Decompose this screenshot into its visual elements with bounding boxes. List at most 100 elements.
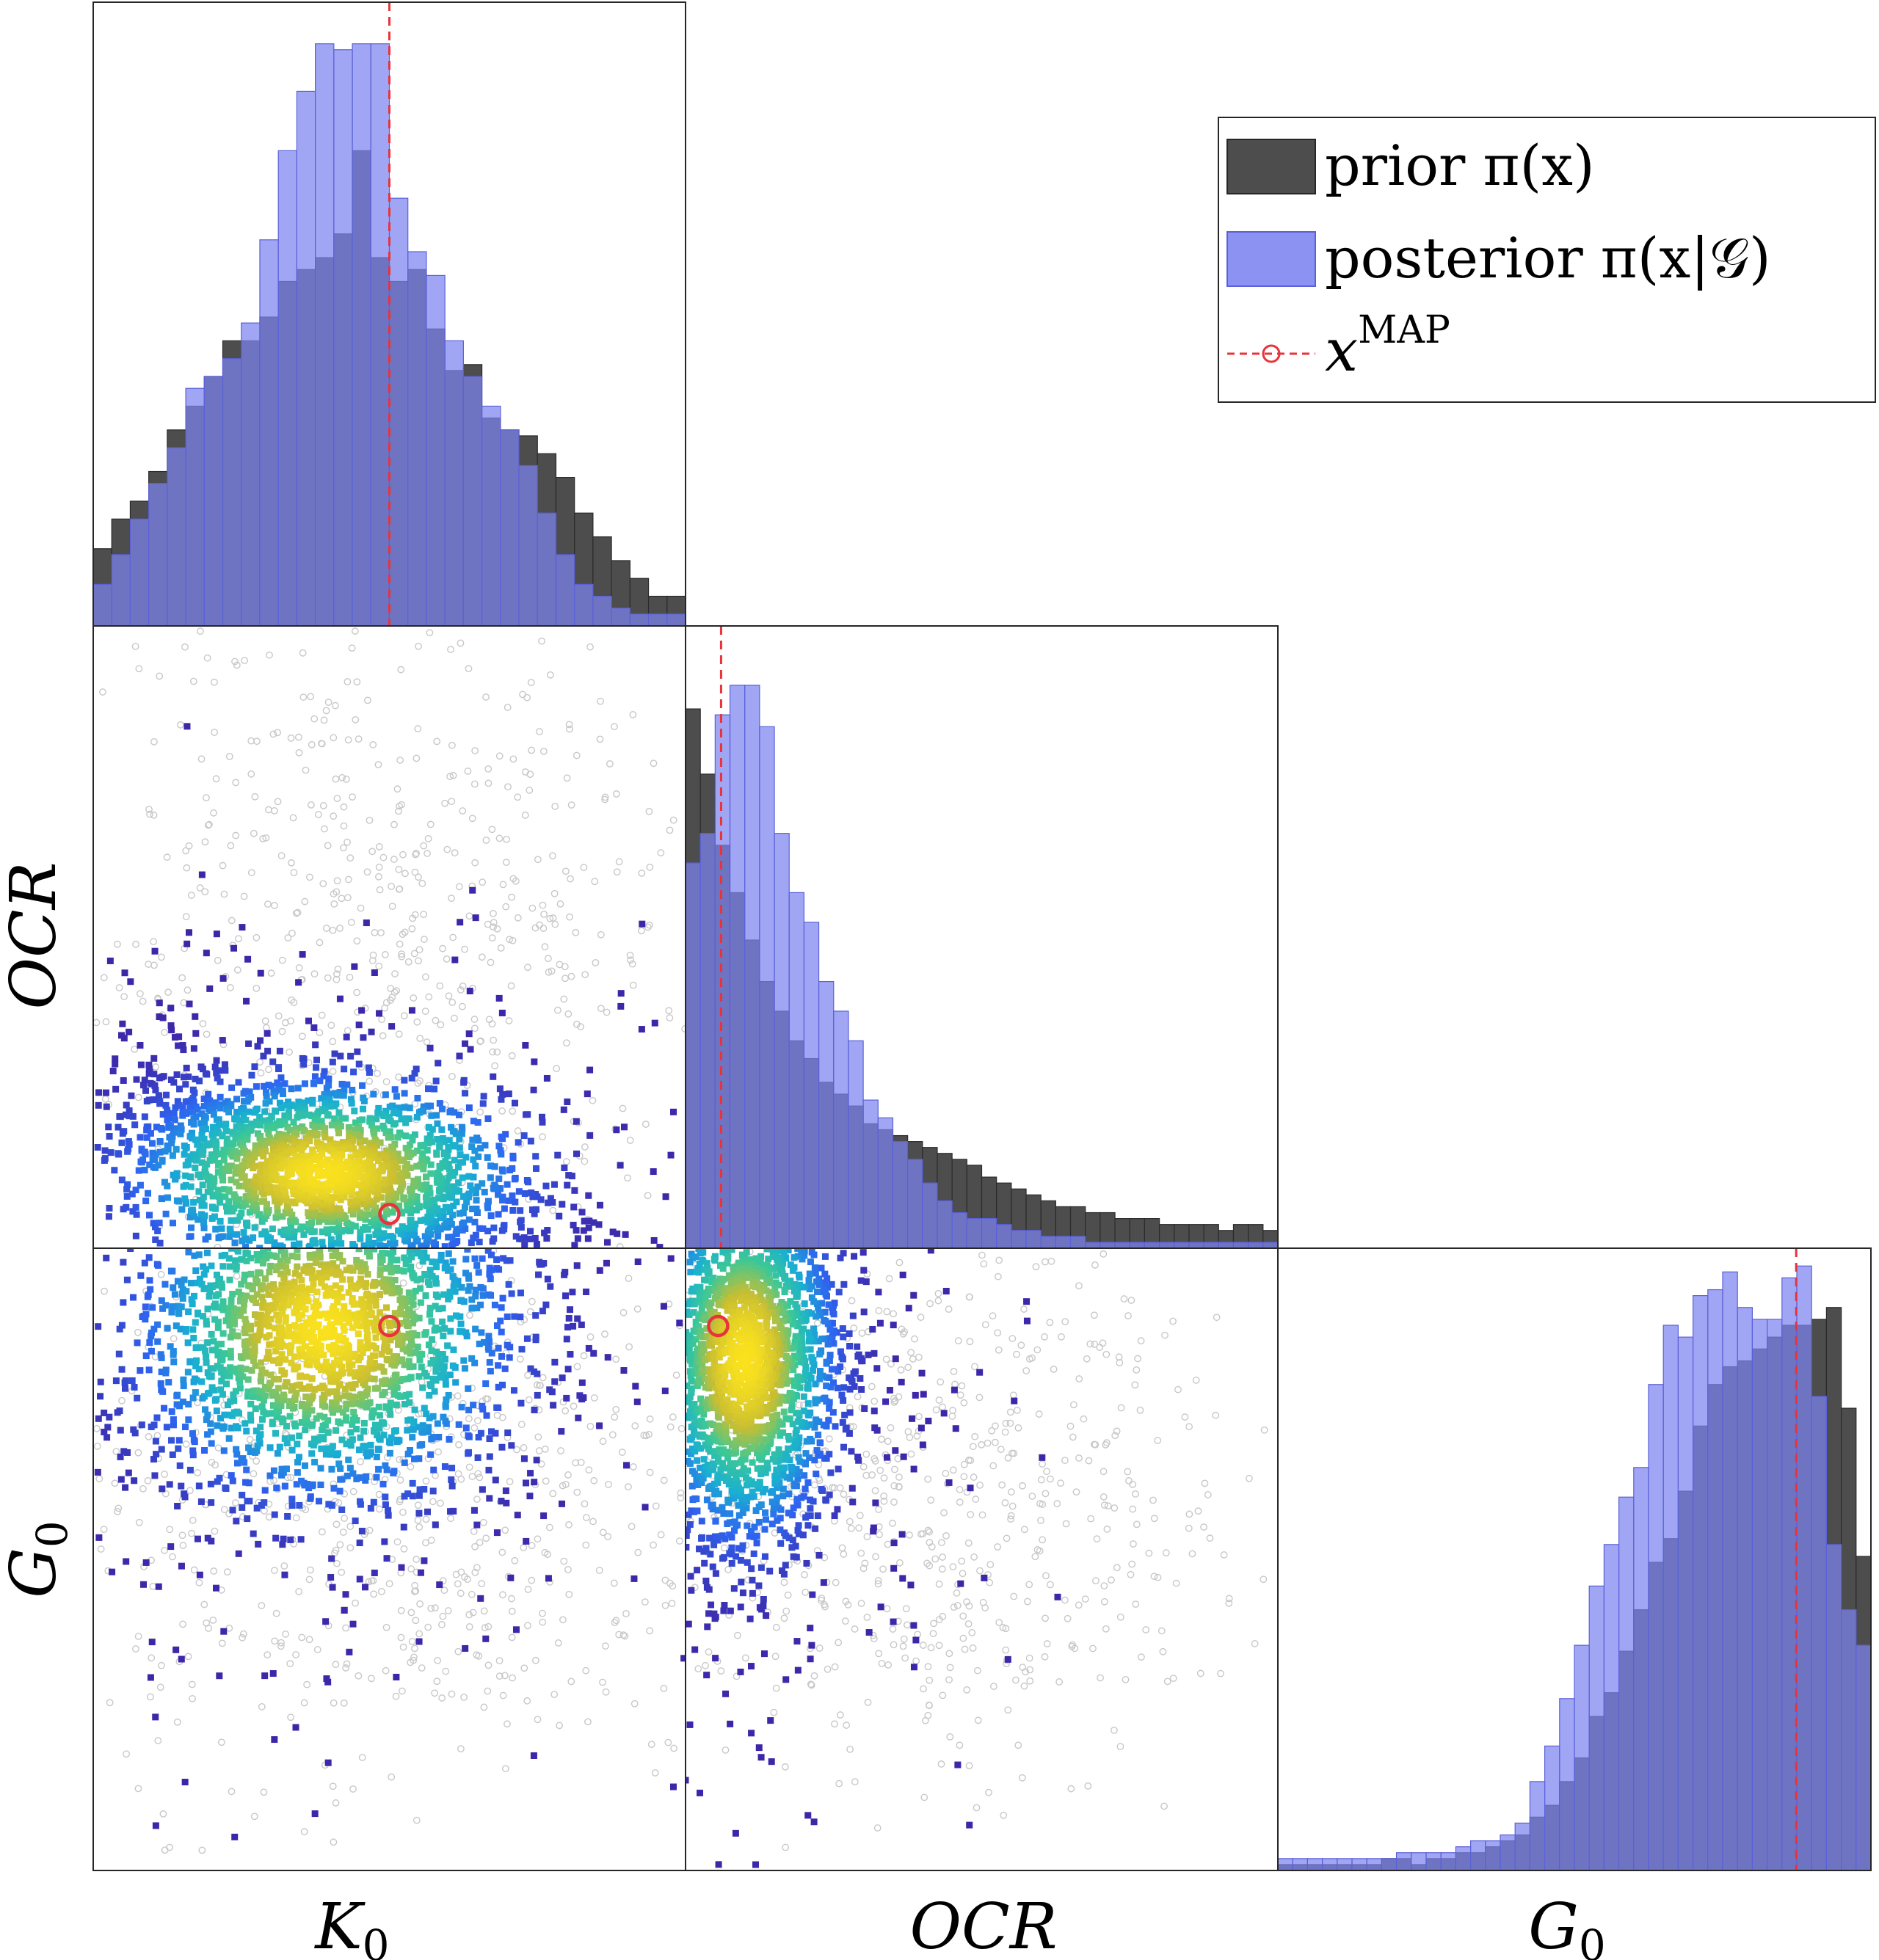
posterior-sample (405, 1256, 412, 1264)
prior-sample (616, 1243, 624, 1248)
posterior-sample (437, 1256, 445, 1264)
posterior-sample (328, 1399, 335, 1407)
posterior-sample (380, 1112, 388, 1120)
posterior-sample (574, 1315, 581, 1322)
posterior-sample (429, 1258, 436, 1266)
posterior-sample (506, 1354, 513, 1361)
posterior-sample (563, 1394, 570, 1402)
posterior-sample (156, 1220, 163, 1227)
posterior-sample (286, 1413, 294, 1420)
posterior-sample (174, 1098, 181, 1105)
posterior-sample (563, 1336, 570, 1343)
bar-posterior (222, 358, 242, 626)
posterior-sample (254, 1256, 261, 1264)
posterior-sample (178, 1303, 185, 1311)
posterior-sample (405, 1154, 412, 1161)
posterior-sample (219, 1330, 227, 1337)
posterior-sample (217, 1217, 224, 1225)
prior-sample (201, 888, 209, 896)
posterior-sample (182, 1326, 189, 1333)
posterior-sample (470, 1156, 477, 1163)
bar-posterior (129, 518, 150, 626)
posterior-sample (391, 1372, 399, 1380)
prior-sample (499, 1691, 507, 1699)
prior-sample (332, 888, 341, 896)
posterior-sample (291, 1228, 298, 1236)
prior-sample (466, 1311, 473, 1319)
prior-sample (660, 1476, 668, 1484)
posterior-sample (387, 1399, 394, 1407)
posterior-sample (339, 1409, 346, 1416)
posterior-sample (260, 1153, 267, 1160)
posterior-sample (462, 1329, 470, 1336)
prior-sample (449, 771, 457, 779)
prior-sample (625, 1275, 633, 1283)
posterior-sample (347, 1096, 355, 1103)
posterior-sample (531, 1406, 538, 1413)
prior-sample (157, 1270, 165, 1278)
prior-sample (415, 1630, 424, 1638)
posterior-sample (366, 1375, 373, 1382)
prior-sample (451, 849, 459, 857)
posterior-sample (459, 1174, 466, 1181)
prior-sample (650, 759, 658, 768)
posterior-sample (377, 1139, 384, 1146)
posterior-sample (252, 1173, 260, 1181)
prior-sample (348, 644, 356, 652)
posterior-sample (94, 1468, 101, 1476)
bar-posterior (1292, 1858, 1308, 1870)
posterior-sample (259, 1282, 266, 1289)
posterior-sample (244, 1219, 251, 1226)
posterior-sample (211, 1387, 218, 1394)
posterior-sample (399, 1345, 407, 1352)
posterior-sample (268, 1082, 275, 1090)
posterior-sample (465, 1192, 472, 1199)
posterior-sample (381, 1538, 388, 1545)
posterior-sample (434, 1420, 441, 1427)
posterior-sample (145, 1065, 153, 1073)
posterior-sample (454, 1163, 462, 1170)
posterior-sample (357, 1401, 365, 1408)
posterior-sample (559, 1500, 566, 1507)
posterior-sample (300, 1055, 308, 1063)
posterior-sample (470, 1507, 478, 1514)
prior-sample (415, 1410, 423, 1418)
posterior-sample (343, 1440, 350, 1448)
prior-sample (329, 1068, 337, 1075)
posterior-sample (316, 1413, 324, 1420)
prior-sample (145, 806, 153, 813)
posterior-sample (203, 1285, 210, 1292)
posterior-sample (290, 1118, 297, 1126)
posterior-sample (473, 1262, 481, 1269)
bar-posterior (937, 1200, 953, 1248)
posterior-sample (121, 969, 128, 977)
posterior-sample (393, 1256, 401, 1264)
posterior-sample (258, 1293, 266, 1300)
posterior-sample (318, 1445, 325, 1452)
posterior-sample (351, 1132, 358, 1139)
posterior-sample (471, 1255, 479, 1262)
posterior-sample (448, 1123, 455, 1131)
posterior-sample (156, 1138, 164, 1145)
posterior-sample (305, 1097, 312, 1104)
posterior-sample (416, 1356, 424, 1363)
posterior-sample (530, 1752, 537, 1759)
posterior-sample (283, 1143, 290, 1151)
posterior-sample (325, 1090, 332, 1098)
posterior-sample (413, 1331, 421, 1338)
posterior-sample (475, 1137, 482, 1144)
posterior-sample (189, 1326, 197, 1333)
posterior-sample (230, 1397, 238, 1405)
prior-sample (468, 1473, 476, 1480)
posterior-sample (233, 1446, 240, 1453)
bar-posterior (788, 892, 804, 1248)
prior-sample (592, 959, 600, 966)
posterior-sample (180, 1376, 187, 1383)
posterior-sample (388, 1023, 396, 1030)
posterior-sample (667, 1255, 675, 1262)
posterior-sample (426, 1226, 433, 1234)
prior-sample (591, 878, 599, 886)
posterior-sample (309, 1421, 316, 1428)
prior-sample (539, 748, 548, 755)
prior-sample (495, 752, 504, 760)
